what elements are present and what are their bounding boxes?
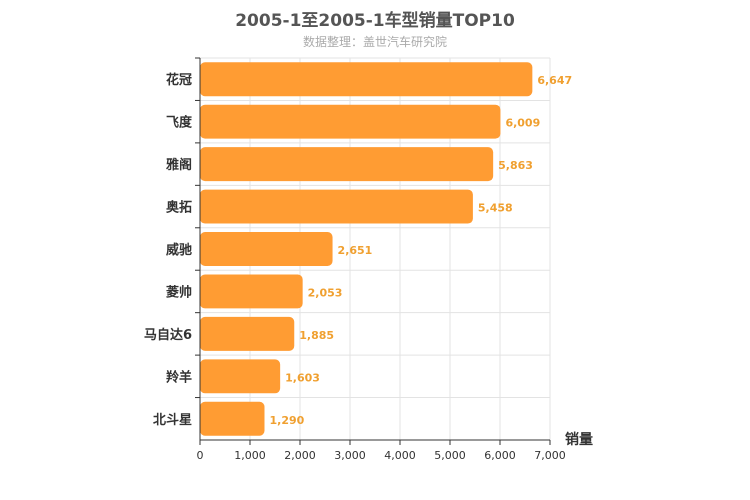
bar [200, 232, 333, 266]
data-label: 2,651 [338, 244, 373, 257]
data-label: 1,603 [285, 371, 320, 384]
data-label: 5,863 [498, 159, 533, 172]
x-tick-label: 3,000 [334, 449, 366, 462]
chart-title: 2005-1至2005-1车型销量TOP10 [235, 11, 515, 31]
category-label: 花冠 [166, 72, 192, 88]
x-tick-label: 2,000 [284, 449, 316, 462]
bar [200, 104, 501, 139]
x-tick-label: 4,000 [384, 449, 416, 462]
data-label: 1,290 [270, 414, 305, 427]
bar [200, 316, 295, 351]
x-axis-title: 销量 [565, 431, 593, 448]
data-label: 5,458 [478, 202, 513, 215]
data-label: 1,885 [299, 329, 334, 342]
category-label: 雅阁 [166, 157, 192, 173]
category-label: 菱帅 [166, 284, 192, 300]
category-label: 飞度 [166, 115, 193, 131]
data-label: 2,053 [308, 286, 343, 299]
data-label: 6,647 [537, 74, 572, 87]
data-label: 6,009 [505, 117, 540, 130]
x-tick-label: 1,000 [234, 449, 266, 462]
bar [200, 147, 494, 182]
category-label: 北斗星 [153, 413, 192, 428]
category-label: 羚羊 [166, 369, 192, 385]
x-tick-label: 5,000 [434, 449, 466, 462]
bar [200, 359, 281, 394]
category-label: 奥拓 [166, 200, 192, 216]
chart-subtitle: 数据整理：盖世汽车研究院 [302, 35, 447, 49]
bar [200, 401, 265, 436]
x-tick-label: 7,000 [534, 449, 566, 462]
x-tick-label: 0 [197, 449, 204, 462]
bar [200, 62, 533, 97]
category-label: 威驰 [166, 242, 192, 258]
x-tick-label: 6,000 [484, 449, 516, 462]
category-label: 马自达6 [144, 327, 192, 343]
bar [200, 274, 303, 309]
bar [200, 189, 473, 224]
bar-series: 6,647 6,009 5,863 5,458 2,651 2,053 1,885 1,603… [200, 62, 572, 436]
